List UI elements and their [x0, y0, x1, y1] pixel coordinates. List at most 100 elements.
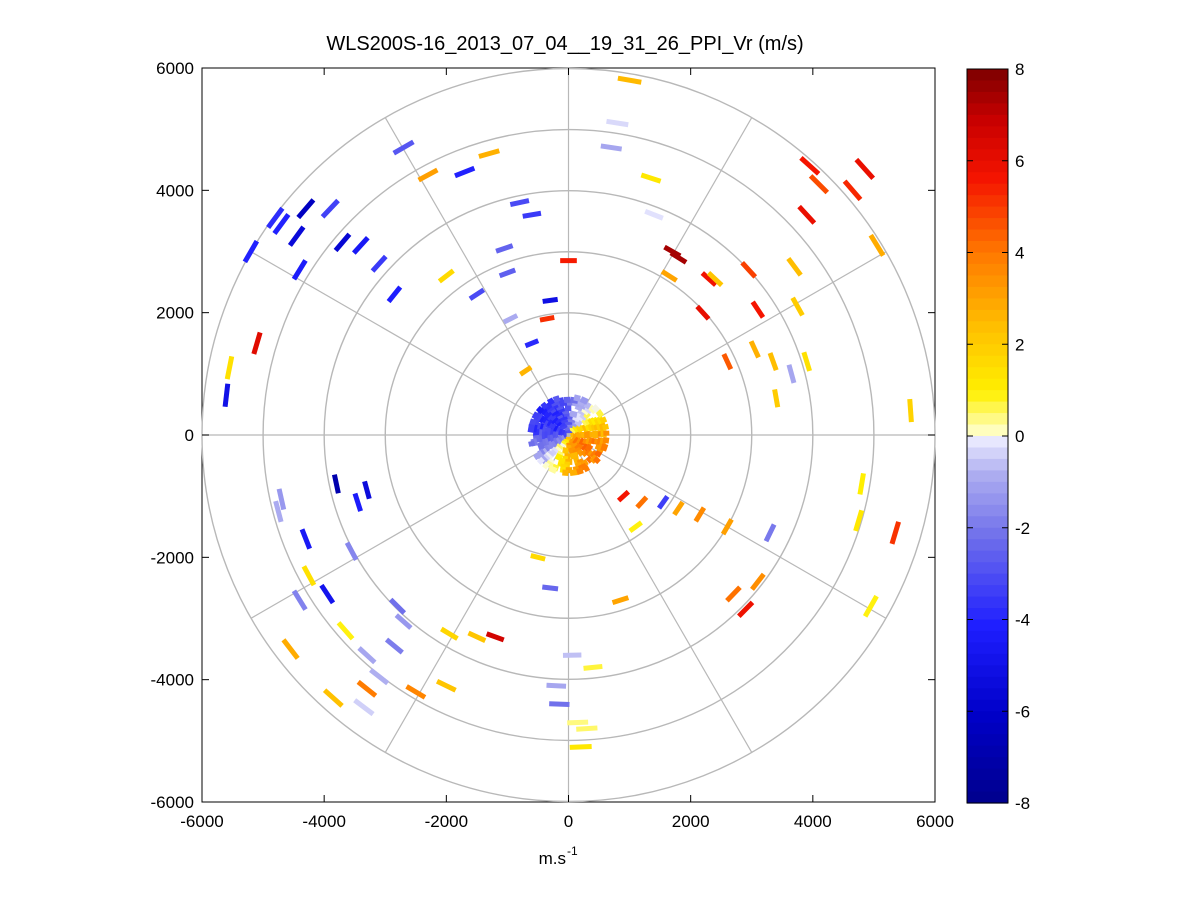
velocity-gate	[357, 646, 377, 665]
colorbar-tick-label: 0	[1015, 427, 1024, 446]
velocity-gate	[369, 667, 390, 686]
colorbar-swatch	[967, 275, 1008, 288]
velocity-gate	[440, 626, 459, 641]
colorbar-swatch	[967, 757, 1008, 770]
core-gate	[562, 447, 570, 455]
velocity-gate	[750, 300, 766, 319]
colorbar-tick-labels: 8 6 4 2 0 -2 -4 -6 -8	[1015, 60, 1030, 813]
colorbar-swatch	[967, 355, 1008, 368]
velocity-gate	[352, 492, 363, 512]
velocity-gate	[478, 148, 500, 159]
colorbar-swatch	[967, 780, 1008, 793]
colorbar-swatch	[967, 630, 1008, 644]
core-gate	[591, 404, 601, 414]
core-gate	[527, 424, 535, 433]
velocity-gate	[541, 584, 559, 592]
velocity-gate	[750, 572, 766, 591]
colorbar-swatch	[967, 298, 1008, 311]
colorbar-swatch	[967, 160, 1008, 173]
colorbar-swatch	[967, 241, 1008, 254]
velocity-gate	[384, 637, 404, 655]
velocity-gate	[600, 143, 623, 152]
core-gate	[552, 395, 561, 403]
colorbar-swatch	[967, 126, 1008, 139]
y-tick-label: -6000	[151, 793, 194, 812]
velocity-gate	[693, 506, 707, 523]
x-tick-label: -4000	[302, 812, 345, 831]
x-tick-label: -6000	[180, 812, 223, 831]
colorbar-swatch	[967, 218, 1008, 231]
velocity-gate	[394, 613, 413, 630]
velocity-gate	[272, 212, 291, 235]
core-gate	[592, 456, 601, 465]
velocity-gate	[737, 600, 755, 619]
velocity-gate	[772, 388, 781, 408]
colorbar-swatch	[967, 344, 1008, 357]
azimuth-spoke	[384, 434, 570, 753]
colorbar-swatch	[967, 791, 1008, 804]
velocity-gate	[370, 254, 388, 273]
velocity-gate	[392, 139, 415, 156]
colorbar-swatch	[967, 424, 1008, 437]
velocity-gate	[291, 259, 308, 281]
colorbar-swatch	[967, 252, 1008, 265]
core-gate	[569, 469, 578, 477]
y-tick-label: -4000	[151, 671, 194, 690]
velocity-gate	[797, 204, 817, 225]
core-gate	[569, 451, 579, 460]
core-gate	[528, 440, 536, 447]
core-gate	[576, 467, 584, 475]
core-gate	[546, 397, 555, 406]
x-tick-label: -2000	[425, 812, 468, 831]
colorbar-swatch	[967, 539, 1008, 552]
velocity-gate	[539, 315, 555, 323]
colorbar-swatch	[967, 458, 1008, 472]
velocity-gate	[542, 296, 559, 304]
velocity-gate	[748, 340, 761, 359]
core-gate	[531, 411, 541, 421]
velocity-gate	[509, 198, 530, 207]
y-tick-label: 2000	[156, 304, 194, 323]
velocity-gate	[467, 630, 487, 643]
colorbar-swatch	[967, 470, 1008, 483]
velocity-gate	[273, 500, 284, 523]
core-gate	[536, 456, 545, 465]
colorbar-swatch	[967, 367, 1008, 380]
core-gate	[602, 423, 610, 431]
azimuth-spoke	[567, 117, 753, 436]
colorbar-swatch	[967, 676, 1008, 689]
chart-title: WLS200S-16_2013_07_04__19_31_26_PPI_Vr (…	[326, 33, 803, 55]
velocity-gate	[656, 494, 670, 510]
colorbar-swatch	[967, 91, 1008, 105]
velocity-gate	[498, 267, 517, 279]
colorbar-swatch	[967, 69, 1008, 82]
colorbar-tick-label: 6	[1015, 152, 1024, 171]
core-gate	[542, 461, 550, 470]
colorbar-swatch	[967, 642, 1008, 655]
colorbar-tick-label: -4	[1015, 611, 1030, 630]
velocity-gate	[857, 472, 866, 495]
velocity-gate	[808, 174, 830, 195]
velocity-gate	[222, 383, 231, 408]
velocity-gate	[362, 480, 372, 500]
velocity-gate	[706, 270, 724, 288]
velocity-gate	[868, 233, 886, 257]
colorbar-swatch	[967, 332, 1008, 345]
velocity-gate	[336, 621, 355, 641]
velocity-gate	[281, 638, 300, 660]
velocity-gate	[790, 296, 805, 317]
x-tick-label: 4000	[794, 812, 832, 831]
velocity-gate	[322, 688, 344, 708]
colorbar-swatch	[967, 401, 1008, 414]
colorbar	[966, 68, 1009, 804]
core-gate	[595, 409, 605, 419]
colorbar-swatch	[967, 653, 1008, 666]
core-gate	[533, 452, 542, 461]
colorbar-tick-label: -2	[1015, 519, 1030, 538]
velocity-gate	[660, 269, 678, 283]
velocity-gate	[606, 118, 629, 128]
data-layer	[222, 75, 914, 750]
velocity-gate	[468, 287, 486, 301]
colorbar-swatch	[967, 722, 1008, 735]
